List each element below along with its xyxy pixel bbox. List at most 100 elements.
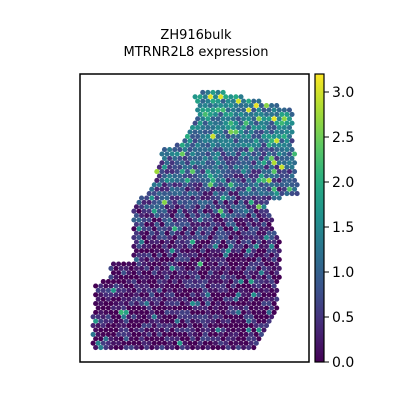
expression-spot (230, 204, 236, 210)
expression-spot (225, 301, 231, 307)
expression-spot (202, 279, 208, 285)
expression-spot (192, 94, 198, 100)
expression-spot (220, 301, 226, 307)
expression-spot (98, 283, 104, 289)
expression-spot (274, 270, 280, 276)
expression-spot (220, 213, 226, 219)
expression-spot (184, 177, 190, 183)
expression-spot (274, 147, 280, 153)
expression-spot (121, 261, 127, 267)
expression-spot (174, 160, 180, 166)
expression-spot (284, 173, 290, 179)
expression-spot (266, 283, 272, 289)
expression-spot (149, 230, 155, 236)
expression-spot (133, 248, 139, 254)
expression-spot (131, 279, 137, 285)
expression-spot (228, 296, 234, 302)
expression-spot (241, 98, 247, 104)
expression-spot (223, 331, 229, 337)
expression-spot (220, 327, 226, 333)
expression-spot (238, 296, 244, 302)
expression-spot (274, 120, 280, 126)
expression-spot (266, 142, 272, 148)
expression-spot (230, 213, 236, 219)
expression-spot (263, 129, 270, 135)
expression-spot (230, 301, 236, 307)
expression-spot (139, 248, 145, 254)
expression-spot (195, 301, 201, 307)
expression-spot (202, 199, 208, 205)
expression-spot (225, 318, 231, 324)
expression-spot (235, 125, 241, 131)
expression-spot (248, 155, 254, 161)
expression-spot (205, 186, 211, 192)
expression-spot (105, 331, 111, 337)
expression-spot (235, 283, 241, 289)
expression-spot (202, 314, 208, 320)
expression-spot (169, 239, 175, 245)
expression-spot (192, 270, 198, 276)
expression-spot (241, 336, 247, 342)
expression-spot (218, 340, 224, 346)
expression-spot (202, 129, 208, 135)
expression-spot (179, 283, 185, 289)
expression-spot (263, 155, 270, 161)
expression-spot (248, 129, 254, 135)
expression-spot (151, 208, 157, 214)
expression-spot (218, 94, 224, 100)
expression-spot (228, 103, 234, 109)
expression-spot (248, 182, 254, 188)
expression-spot (131, 252, 137, 258)
expression-spot (207, 208, 213, 214)
expression-spot (202, 296, 208, 302)
expression-spot (241, 169, 247, 175)
expression-spot (215, 160, 221, 166)
expression-spot (164, 195, 170, 201)
expression-spot (225, 239, 231, 245)
expression-spot (243, 182, 249, 188)
expression-spot (294, 191, 300, 197)
expression-spot (207, 173, 213, 179)
expression-spot (167, 252, 173, 258)
expression-spot (202, 287, 208, 293)
expression-spot (207, 191, 213, 197)
expression-spot (274, 129, 280, 135)
expression-spot (276, 265, 282, 271)
expression-spot (233, 164, 239, 170)
expression-spot (220, 125, 226, 131)
expression-spot (190, 195, 196, 201)
expression-spot (220, 98, 226, 104)
expression-spot (100, 323, 106, 329)
expression-spot (238, 147, 244, 153)
expression-spot (164, 169, 170, 175)
expression-spot (238, 261, 244, 267)
expression-spot (223, 287, 229, 293)
expression-spot (195, 186, 201, 192)
expression-spot (223, 340, 229, 346)
expression-spot (243, 155, 249, 161)
expression-spot (207, 94, 213, 100)
expression-spot (164, 213, 170, 219)
colorbar: 0.00.51.01.52.02.53.0 (314, 73, 354, 371)
expression-spot (218, 323, 224, 329)
expression-spot (200, 125, 206, 131)
expression-spot (154, 213, 160, 219)
expression-spot (200, 116, 206, 122)
expression-spot (139, 213, 145, 219)
expression-spot (205, 213, 211, 219)
expression-spot (195, 107, 201, 113)
expression-spot (151, 191, 157, 197)
expression-spot (271, 248, 277, 254)
expression-spot (246, 345, 252, 351)
expression-spot (258, 111, 264, 117)
expression-spot (205, 195, 211, 201)
expression-spot (116, 305, 122, 311)
expression-spot (238, 252, 244, 258)
expression-spot (261, 177, 267, 183)
expression-spot (151, 226, 157, 232)
expression-spot (205, 160, 211, 166)
expression-spot (167, 164, 173, 170)
expression-spot (269, 103, 275, 109)
expression-spot (253, 314, 259, 320)
expression-spot (205, 177, 211, 183)
